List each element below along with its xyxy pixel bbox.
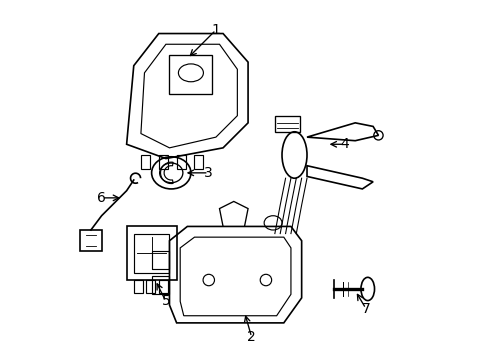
Text: 7: 7 [361,302,369,316]
Text: 3: 3 [204,166,213,180]
Text: 2: 2 [247,330,256,344]
Text: 4: 4 [340,137,348,151]
Text: 1: 1 [211,23,220,37]
Text: 6: 6 [97,191,106,205]
Text: 5: 5 [161,294,170,309]
